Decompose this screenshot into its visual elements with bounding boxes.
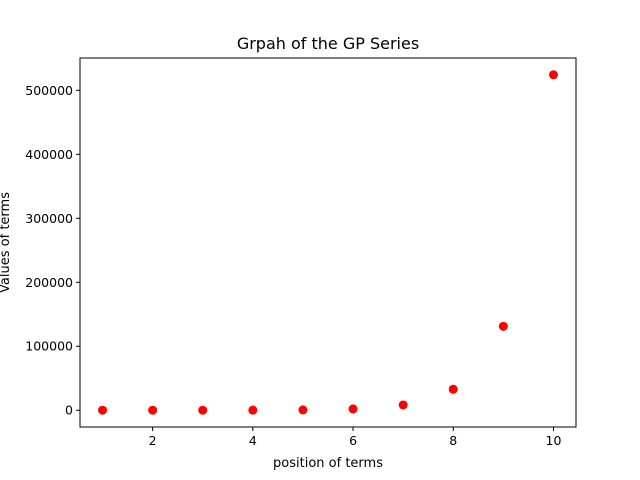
- data-point: [198, 405, 208, 415]
- data-point: [298, 405, 308, 415]
- data-point: [448, 384, 458, 394]
- data-point: [498, 321, 508, 331]
- data-point: [348, 404, 358, 414]
- plot-frame: [79, 57, 577, 428]
- y-tick-label: 0: [65, 403, 73, 418]
- x-axis-label: position of terms: [273, 456, 383, 471]
- y-tick-label: 200000: [25, 275, 73, 290]
- y-tick-label: 400000: [25, 147, 73, 162]
- data-point: [398, 400, 408, 410]
- y-axis: 0 100000 200000 300000 400000 500000: [25, 83, 80, 418]
- x-tick-label: 6: [349, 433, 357, 448]
- data-point: [248, 405, 258, 415]
- x-tick-label: 2: [149, 433, 157, 448]
- data-point: [148, 405, 158, 415]
- y-tick-label: 300000: [25, 211, 73, 226]
- x-tick-label: 10: [546, 433, 562, 448]
- x-axis: 2 4 6 8 10: [149, 427, 562, 448]
- x-tick-label: 8: [449, 433, 457, 448]
- data-point: [98, 405, 108, 415]
- y-axis-label: Values of terms: [0, 192, 13, 293]
- y-tick-label: 500000: [25, 83, 73, 98]
- x-tick-label: 4: [249, 433, 257, 448]
- data-points: [98, 70, 558, 415]
- y-tick-label: 100000: [25, 339, 73, 354]
- data-point: [548, 70, 558, 80]
- chart-title: Grpah of the GP Series: [237, 34, 419, 53]
